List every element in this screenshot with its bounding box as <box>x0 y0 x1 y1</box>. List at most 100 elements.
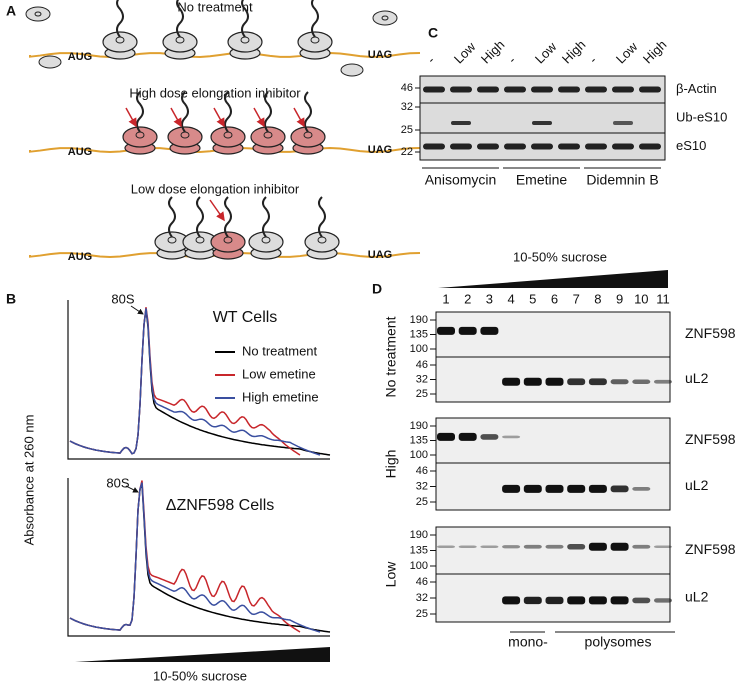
marker-label: 190 <box>410 420 428 432</box>
band <box>585 143 607 150</box>
band <box>502 596 521 605</box>
row-title: High dose elongation inhibitor <box>129 85 301 100</box>
group-label: Didemnin B <box>586 172 658 188</box>
lane-label: Low <box>532 39 560 67</box>
band <box>502 377 521 386</box>
band <box>523 484 542 493</box>
gradient-label: 10-50% sucrose <box>513 249 607 264</box>
ribosome-large <box>167 126 203 148</box>
legend-label: Low emetine <box>242 366 316 381</box>
trace <box>69 482 321 633</box>
peptide <box>196 196 204 238</box>
axis <box>67 478 330 637</box>
marker-label: 100 <box>410 343 428 355</box>
peptide <box>176 0 184 38</box>
band <box>451 121 471 125</box>
plot-title: ΔZNF598 Cells <box>166 497 275 514</box>
band <box>458 326 477 335</box>
band <box>612 86 634 93</box>
peptide <box>168 196 176 238</box>
gradient-wedge <box>75 647 330 662</box>
marker-label: 100 <box>410 449 428 461</box>
start-codon: AUG <box>68 146 92 158</box>
panel-label: A <box>6 3 16 19</box>
band <box>531 143 553 150</box>
band <box>450 86 472 93</box>
lane-label: High <box>640 37 670 67</box>
marker-label: 46 <box>416 465 428 477</box>
peak-arrow <box>125 485 139 493</box>
marker-label: 25 <box>401 124 413 136</box>
marker-label: 135 <box>410 544 428 556</box>
marker-label: 100 <box>410 560 428 572</box>
marker-label: 32 <box>416 373 428 385</box>
marker-label: 22 <box>401 146 413 158</box>
blot-strip <box>435 526 671 575</box>
band <box>632 486 651 491</box>
band <box>639 86 661 93</box>
band <box>458 432 477 441</box>
marker-label: 190 <box>410 314 428 326</box>
blot-label: ZNF598 <box>685 541 736 557</box>
band <box>477 86 499 93</box>
peptide <box>318 196 326 238</box>
ribosome-large <box>162 31 198 53</box>
band <box>545 596 564 605</box>
blot-strip <box>435 462 671 511</box>
inhibitor-arrow <box>213 107 225 128</box>
mrna <box>29 51 421 59</box>
condition-label: No treatment <box>383 316 399 397</box>
fraction-group: mono- <box>508 634 548 650</box>
ribosome-large <box>297 31 333 53</box>
ribosome-large <box>227 31 263 53</box>
legend-label: High emetine <box>242 389 319 404</box>
marker-label: 32 <box>416 592 428 604</box>
blot-strip <box>419 102 666 134</box>
band <box>504 86 526 93</box>
blot-label: uL2 <box>685 589 709 605</box>
band <box>523 596 542 605</box>
plot-title: WT Cells <box>213 309 278 326</box>
band <box>523 377 542 386</box>
stop-codon: UAG <box>368 144 392 156</box>
lane-label: - <box>505 53 519 67</box>
fraction-group: polysomes <box>585 634 652 650</box>
band <box>545 377 564 386</box>
band <box>612 143 634 150</box>
band <box>531 86 553 93</box>
condition-label: Low <box>383 561 399 588</box>
fraction-label: 3 <box>486 291 493 306</box>
band <box>423 86 445 93</box>
legend-label: No treatment <box>242 343 318 358</box>
band <box>545 484 564 493</box>
band <box>477 143 499 150</box>
y-axis-label: Absorbance at 260 nm <box>21 415 36 546</box>
band <box>654 379 672 384</box>
fraction-label: 8 <box>594 291 601 306</box>
lane-label: High <box>478 37 508 67</box>
band <box>502 545 521 549</box>
band <box>639 143 661 150</box>
start-codon: AUG <box>68 51 92 63</box>
subunit-tunnel <box>381 15 389 21</box>
band <box>567 484 586 493</box>
panel-label: B <box>6 291 16 307</box>
band <box>588 378 607 386</box>
band <box>480 326 499 335</box>
band <box>423 143 445 150</box>
marker-label: 46 <box>416 576 428 588</box>
subunit-tunnel <box>34 11 42 17</box>
lane-label: Low <box>451 39 479 67</box>
ribosome-large <box>210 126 246 148</box>
fraction-label: 11 <box>656 291 670 306</box>
stop-codon: UAG <box>368 249 392 261</box>
gradient-wedge <box>438 270 668 288</box>
peptide <box>181 91 189 133</box>
blot-label: uL2 <box>685 477 709 493</box>
subunit <box>38 55 62 69</box>
fraction-label: 10 <box>634 291 648 306</box>
band <box>588 542 607 551</box>
marker-label: 32 <box>401 101 413 113</box>
marker-label: 25 <box>416 496 428 508</box>
